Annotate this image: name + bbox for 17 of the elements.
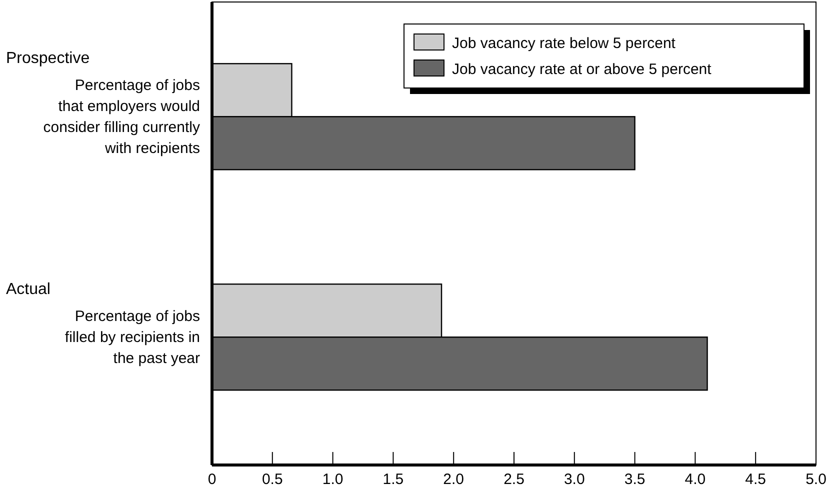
x-tick-label: 2.5 xyxy=(504,471,524,488)
y-tick-label: Percentage of jobs that employers would consider filling currently with recipients xyxy=(43,77,200,158)
x-tick-label: 3.0 xyxy=(564,471,585,488)
legend-label: Job vacancy rate below 5 percent xyxy=(452,35,676,52)
x-tick-label: 5.0 xyxy=(806,471,826,488)
legend-label: Job vacancy rate at or above 5 percent xyxy=(452,61,712,78)
y-tick-label: Percentage of jobs filled by recipients in the past year xyxy=(64,308,200,368)
text: Actual xyxy=(6,281,50,298)
text: Prospective xyxy=(6,50,90,68)
x-tick-label: 2.0 xyxy=(443,471,464,488)
x-tick-label: 1.5 xyxy=(382,471,404,488)
x-tick-label: 0.5 xyxy=(262,471,283,488)
x-tick-label: 4.0 xyxy=(684,471,706,488)
x-tick-label: 0 xyxy=(208,471,216,488)
x-tick-label: 3.5 xyxy=(624,471,646,488)
x-tick-label: 4.5 xyxy=(745,471,766,488)
x-tick-label: 1.0 xyxy=(322,471,344,488)
